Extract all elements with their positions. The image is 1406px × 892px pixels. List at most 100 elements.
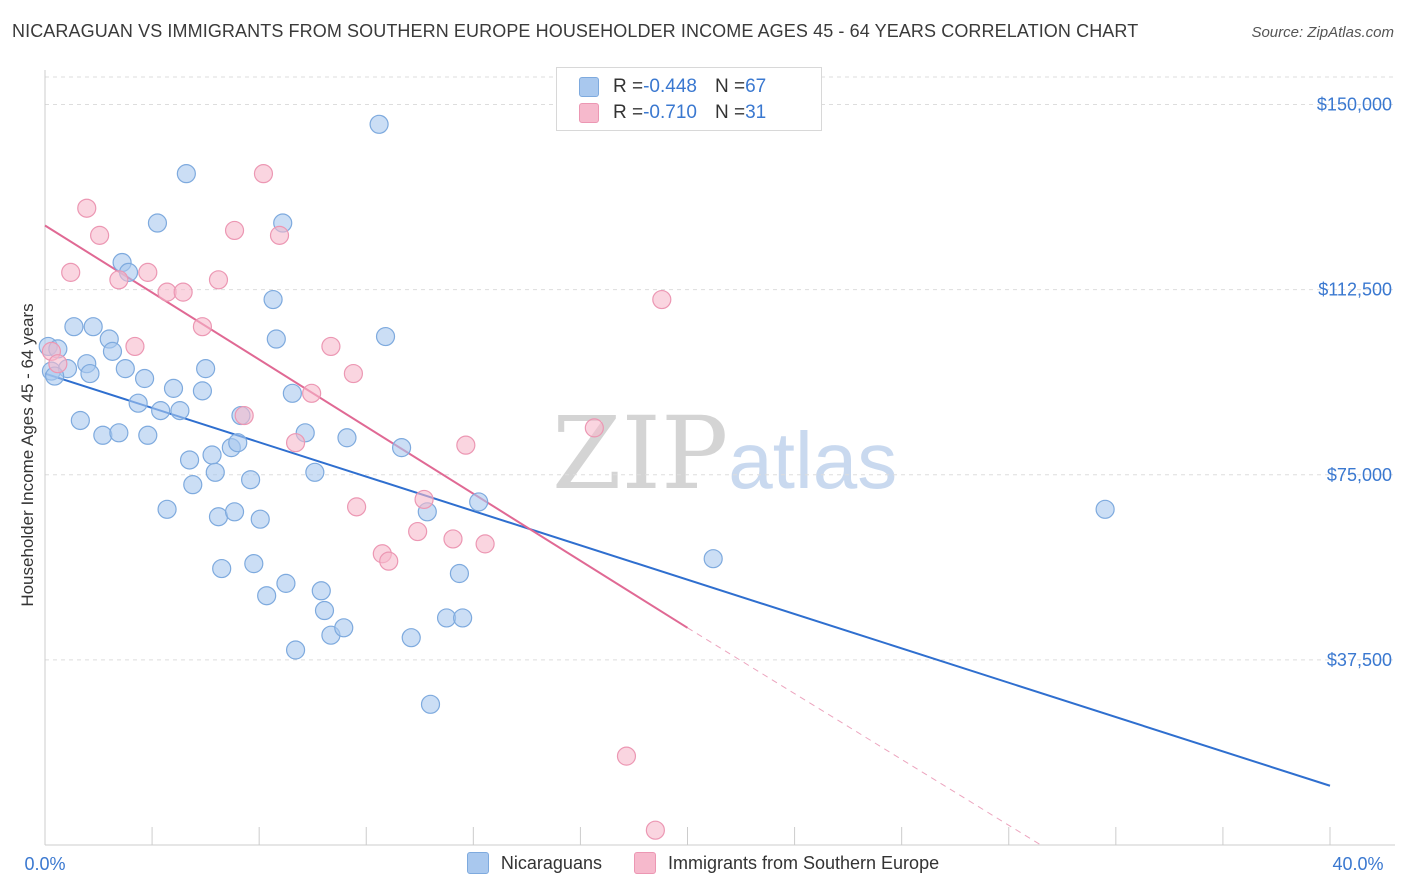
watermark-atlas: atlas <box>728 416 898 505</box>
point-southern-europe <box>48 354 68 374</box>
point-nicaraguans <box>276 573 296 593</box>
point-southern-europe <box>269 225 290 245</box>
point-nicaraguans <box>183 475 203 495</box>
point-nicaraguans <box>305 462 325 482</box>
legend-swatch-blue <box>579 77 599 97</box>
point-southern-europe <box>253 164 274 184</box>
axes <box>44 70 1395 846</box>
point-nicaraguans <box>1095 499 1115 519</box>
point-southern-europe <box>343 363 363 384</box>
point-southern-europe <box>234 405 254 426</box>
point-nicaraguans <box>257 586 277 606</box>
legend-swatch-pink <box>579 103 599 123</box>
x-tick-label-min: 0.0% <box>24 854 65 874</box>
point-nicaraguans <box>138 425 158 445</box>
point-nicaraguans <box>228 433 248 453</box>
y-tick-label: $37,500 <box>1327 650 1392 670</box>
legend-swatch-pink <box>633 852 656 874</box>
legend-n-label: N = <box>714 76 746 97</box>
point-nicaraguans <box>115 359 135 379</box>
point-nicaraguans <box>176 164 196 184</box>
point-nicaraguans <box>436 608 457 628</box>
legend-r-label: R = <box>613 102 644 123</box>
point-nicaraguans <box>391 438 412 458</box>
point-southern-europe <box>138 262 158 282</box>
point-nicaraguans <box>179 450 200 470</box>
point-southern-europe <box>90 225 110 245</box>
point-nicaraguans <box>282 383 302 403</box>
legend-row-nicaraguans: R = -0.448 N = 67 <box>579 75 766 99</box>
trend-line-nicaraguans <box>44 372 1331 787</box>
y-tick-label: $75,000 <box>1327 465 1392 485</box>
point-nicaraguans <box>469 492 489 512</box>
point-southern-europe <box>125 336 145 357</box>
point-nicaraguans <box>147 213 168 233</box>
point-nicaraguans <box>244 554 264 574</box>
point-southern-europe <box>645 820 665 840</box>
point-nicaraguans <box>202 445 222 465</box>
point-nicaraguans <box>170 401 190 421</box>
point-nicaraguans <box>109 423 129 443</box>
y-tick-label: $150,000 <box>1317 95 1392 115</box>
point-nicaraguans <box>703 549 723 569</box>
point-nicaraguans <box>157 499 177 519</box>
point-nicaraguans <box>224 502 245 522</box>
trend-line-extension <box>687 627 1042 846</box>
legend-r-label: R = <box>613 76 644 97</box>
point-nicaraguans <box>80 363 100 384</box>
point-southern-europe <box>321 336 341 357</box>
point-nicaraguans <box>311 581 331 601</box>
tick-labels: $37,500 $75,000 $112,500 $150,000 0.0% 40.0% <box>24 95 1392 874</box>
watermark-zip: ZIP <box>552 395 729 512</box>
point-nicaraguans <box>401 628 421 648</box>
legend-item-nicaraguans[interactable]: Nicaraguans <box>466 852 602 874</box>
point-nicaraguans <box>83 317 103 337</box>
point-nicaraguans <box>134 368 155 389</box>
point-nicaraguans <box>205 462 225 482</box>
point-southern-europe <box>584 418 604 438</box>
point-southern-europe <box>408 521 428 542</box>
point-southern-europe <box>379 551 399 571</box>
watermark: ZIPatlas <box>552 395 897 512</box>
source-label: Source: ZipAtlas.com <box>1251 24 1394 41</box>
point-nicaraguans <box>64 317 84 337</box>
point-nicaraguans <box>151 401 171 421</box>
point-nicaraguans <box>128 393 148 413</box>
legend-r-value: -0.448 <box>643 76 697 97</box>
data-points <box>38 114 1115 840</box>
point-southern-europe <box>157 282 177 302</box>
point-nicaraguans <box>196 359 216 379</box>
point-southern-europe <box>616 746 637 766</box>
point-nicaraguans <box>314 600 335 621</box>
point-nicaraguans <box>285 640 306 660</box>
legend-item-southern-europe[interactable]: Immigrants from Southern Europe <box>633 852 939 874</box>
point-nicaraguans <box>241 470 261 490</box>
legend-n-label: N = <box>714 102 746 123</box>
legend-row-southern-europe: R = -0.710 N = 31 <box>579 101 766 125</box>
legend-n-value: 31 <box>745 102 767 123</box>
point-southern-europe <box>456 435 476 455</box>
point-nicaraguans <box>266 329 286 349</box>
point-nicaraguans <box>334 618 354 638</box>
point-nicaraguans <box>70 410 90 431</box>
point-nicaraguans <box>375 326 396 347</box>
series-legend: Nicaraguans Immigrants from Southern Eur… <box>0 852 1406 874</box>
trend-lines <box>44 224 1331 846</box>
point-southern-europe <box>443 529 463 549</box>
legend-r-value: -0.710 <box>643 102 697 123</box>
point-nicaraguans <box>263 289 283 310</box>
trend-line-southern-europe <box>44 224 689 629</box>
point-nicaraguans <box>163 378 184 398</box>
grid-lines <box>45 76 1395 661</box>
point-southern-europe <box>347 497 367 517</box>
point-southern-europe <box>285 433 306 453</box>
chart-title: NICARAGUAN VS IMMIGRANTS FROM SOUTHERN E… <box>12 21 1139 41</box>
point-nicaraguans <box>102 341 123 361</box>
point-southern-europe <box>224 220 245 241</box>
point-nicaraguans <box>93 425 113 445</box>
legend-n-value: 67 <box>745 76 767 97</box>
point-nicaraguans <box>212 558 232 579</box>
point-nicaraguans <box>420 694 441 714</box>
point-nicaraguans <box>369 114 389 134</box>
